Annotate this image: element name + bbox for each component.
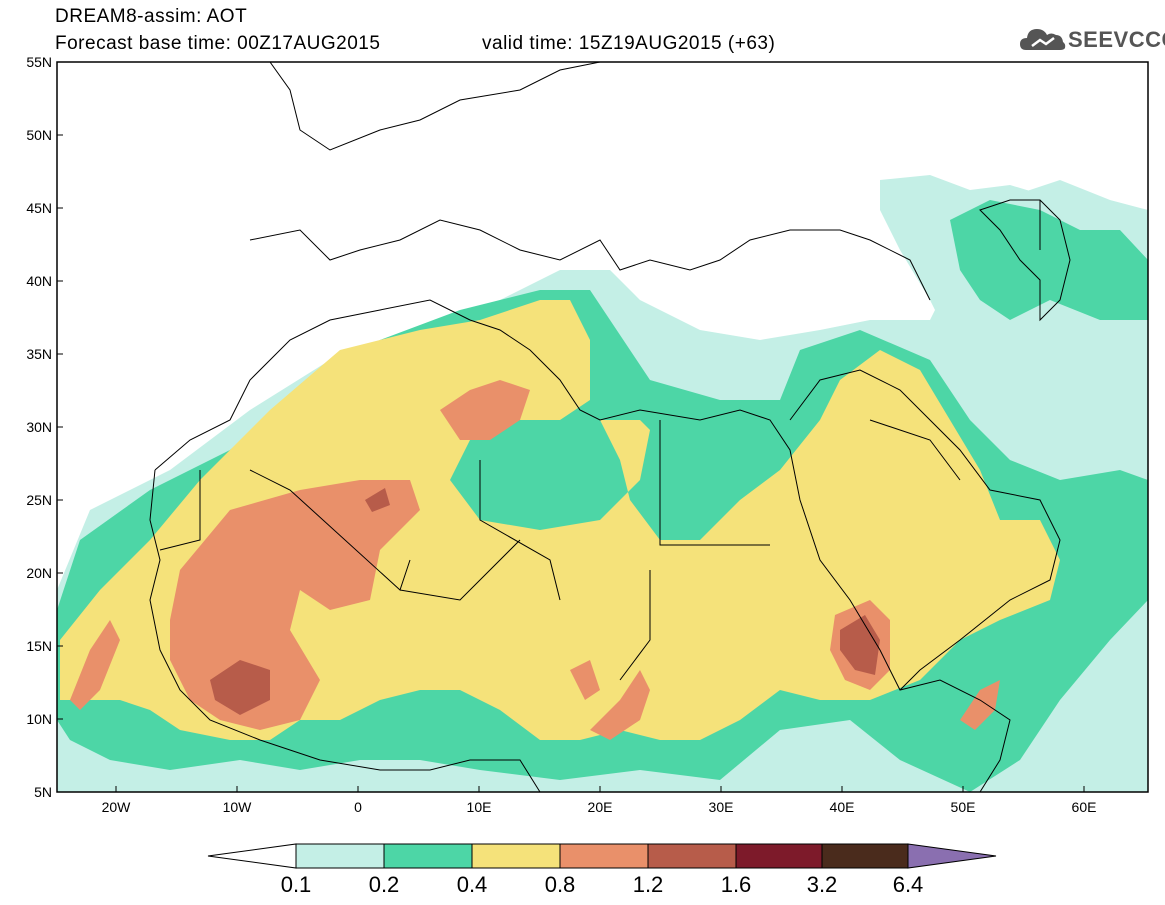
valid-time: valid time: 15Z19AUG2015 (+63) — [482, 33, 776, 54]
lat-label-45n: 45N — [26, 200, 52, 216]
arabia-coast — [789, 369, 1061, 691]
colorbar-label-6.4: 6.4 — [893, 872, 924, 897]
border-5 — [399, 539, 521, 601]
colorbar-swatch-0.8 — [559, 843, 649, 869]
colorbar-swatch-1.2 — [647, 843, 737, 869]
colorbar — [207, 843, 997, 869]
aot-band-1.2-mali — [210, 660, 270, 715]
lat-axis: 55N 50N 45N 40N 35N 30N 25N 20N 15N 10N … — [26, 54, 63, 800]
aot-band-0.8-somalia — [960, 680, 1000, 730]
colorbar-label-0.8: 0.8 — [545, 872, 576, 897]
lat-label-25n: 25N — [26, 492, 52, 508]
colorbar-labels: 0.1 0.2 0.4 0.8 1.2 1.6 3.2 6.4 — [281, 872, 924, 897]
seevccc-logo: SEEVCCC — [1018, 20, 1165, 60]
lat-label-20n: 20N — [26, 565, 52, 581]
colorbar-label-1.6: 1.6 — [721, 872, 752, 897]
colorbar-swatch-0.4 — [471, 843, 561, 869]
border-3 — [659, 420, 770, 546]
colorbar-swatch-0.2 — [383, 843, 473, 869]
colorbar-swatch-3.2 — [821, 843, 909, 869]
lon-label-20w: 20W — [102, 799, 132, 815]
aot-band-0.8-algeria — [440, 380, 530, 440]
lon-label-10w: 10W — [223, 799, 253, 815]
lon-label-40e: 40E — [830, 799, 855, 815]
base-time: Forecast base time: 00Z17AUG2015 — [55, 33, 381, 54]
colorbar-label-1.2: 1.2 — [633, 872, 664, 897]
cloud-icon — [1020, 29, 1066, 50]
lat-label-5n: 5N — [34, 784, 52, 800]
border-2 — [479, 460, 561, 601]
lon-label-50e: 50E — [951, 799, 976, 815]
lat-label-30n: 30N — [26, 419, 52, 435]
lon-label-10e: 10E — [467, 799, 492, 815]
lat-label-55n: 55N — [26, 54, 52, 70]
lon-label-20e: 20E — [588, 799, 613, 815]
aot-band-0.8-sudan — [570, 660, 600, 700]
border-4 — [159, 470, 201, 551]
logo-text: SEEVCCC — [1068, 27, 1165, 52]
coastlines — [149, 62, 1071, 792]
colorbar-label-3.2: 3.2 — [807, 872, 838, 897]
aot-band-0.8-chad — [590, 670, 650, 740]
africa-coastline — [154, 299, 1011, 792]
west-africa-coast — [149, 469, 541, 792]
map-title: DREAM8-assim: AOT — [55, 6, 248, 27]
colorbar-swatch-0.1 — [295, 843, 385, 869]
colorbar-label-0.1: 0.1 — [281, 872, 312, 897]
lat-label-50n: 50N — [26, 127, 52, 143]
aot-band-1.2-center — [365, 488, 390, 512]
aot-band-0.4 — [60, 300, 1060, 740]
colorbar-label-0.2: 0.2 — [369, 872, 400, 897]
lon-axis: 20W 10W 0 10E 20E 30E 40E 50E 60E — [102, 786, 1097, 815]
colorbar-label-0.4: 0.4 — [457, 872, 488, 897]
caspian-coast — [979, 199, 1071, 322]
lat-label-40n: 40N — [26, 273, 52, 289]
colorbar-low-arrow — [207, 843, 297, 869]
lat-label-15n: 15N — [26, 638, 52, 654]
border-7 — [869, 419, 961, 481]
border-1 — [249, 469, 411, 591]
border-6 — [619, 570, 651, 681]
europe-coast — [249, 219, 931, 301]
lon-label-30e: 30E — [709, 799, 734, 815]
lat-label-35n: 35N — [26, 346, 52, 362]
aot-fields — [57, 175, 1148, 792]
lat-label-10n: 10N — [26, 711, 52, 727]
aot-band-0.8-coast — [70, 620, 120, 710]
europe-north — [269, 62, 601, 151]
lon-label-60e: 60E — [1072, 799, 1097, 815]
colorbar-swatch-1.6 — [735, 843, 823, 869]
colorbar-high-arrow — [907, 843, 997, 869]
aot-band-1.2-eritrea — [840, 615, 880, 675]
lon-label-0: 0 — [354, 799, 362, 815]
